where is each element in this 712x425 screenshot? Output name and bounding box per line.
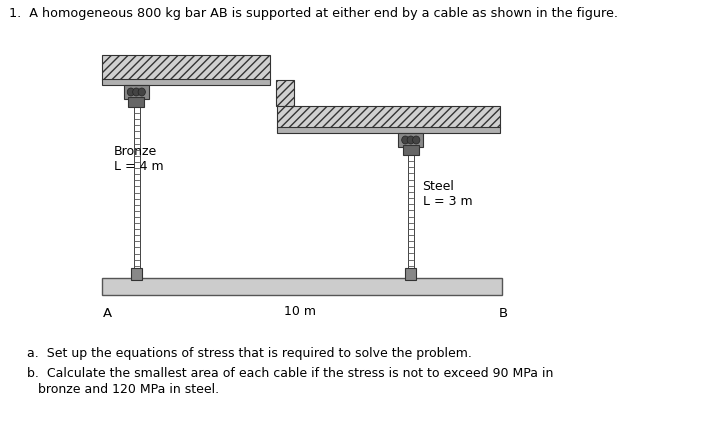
Text: 10 m: 10 m: [284, 305, 316, 318]
Bar: [277, 106, 500, 128]
Text: bronze and 120 MPa in steel.: bronze and 120 MPa in steel.: [38, 383, 219, 396]
Bar: [102, 55, 270, 80]
Bar: [402, 145, 419, 155]
Circle shape: [138, 88, 145, 96]
Bar: [134, 107, 140, 278]
Circle shape: [132, 88, 140, 96]
Bar: [102, 79, 270, 85]
Bar: [124, 85, 149, 99]
Text: Bronze
L = 4 m: Bronze L = 4 m: [114, 145, 163, 173]
Text: 1.  A homogeneous 800 kg bar AB is supported at either end by a cable as shown i: 1. A homogeneous 800 kg bar AB is suppor…: [9, 7, 618, 20]
Bar: [102, 278, 502, 295]
Text: b.  Calculate the smallest area of each cable if the stress is not to exceed 90 : b. Calculate the smallest area of each c…: [27, 367, 554, 380]
Circle shape: [412, 136, 420, 144]
Text: a.  Set up the equations of stress that is required to solve the problem.: a. Set up the equations of stress that i…: [27, 347, 472, 360]
Text: B: B: [499, 307, 508, 320]
Text: A: A: [103, 307, 112, 320]
Circle shape: [407, 136, 414, 144]
Circle shape: [402, 136, 409, 144]
Bar: [277, 127, 500, 133]
Bar: [276, 80, 295, 106]
Bar: [398, 133, 424, 147]
Bar: [405, 268, 417, 280]
Bar: [128, 97, 145, 107]
Bar: [408, 155, 414, 278]
Text: Steel
L = 3 m: Steel L = 3 m: [423, 180, 472, 208]
Bar: [131, 268, 142, 280]
Circle shape: [127, 88, 135, 96]
